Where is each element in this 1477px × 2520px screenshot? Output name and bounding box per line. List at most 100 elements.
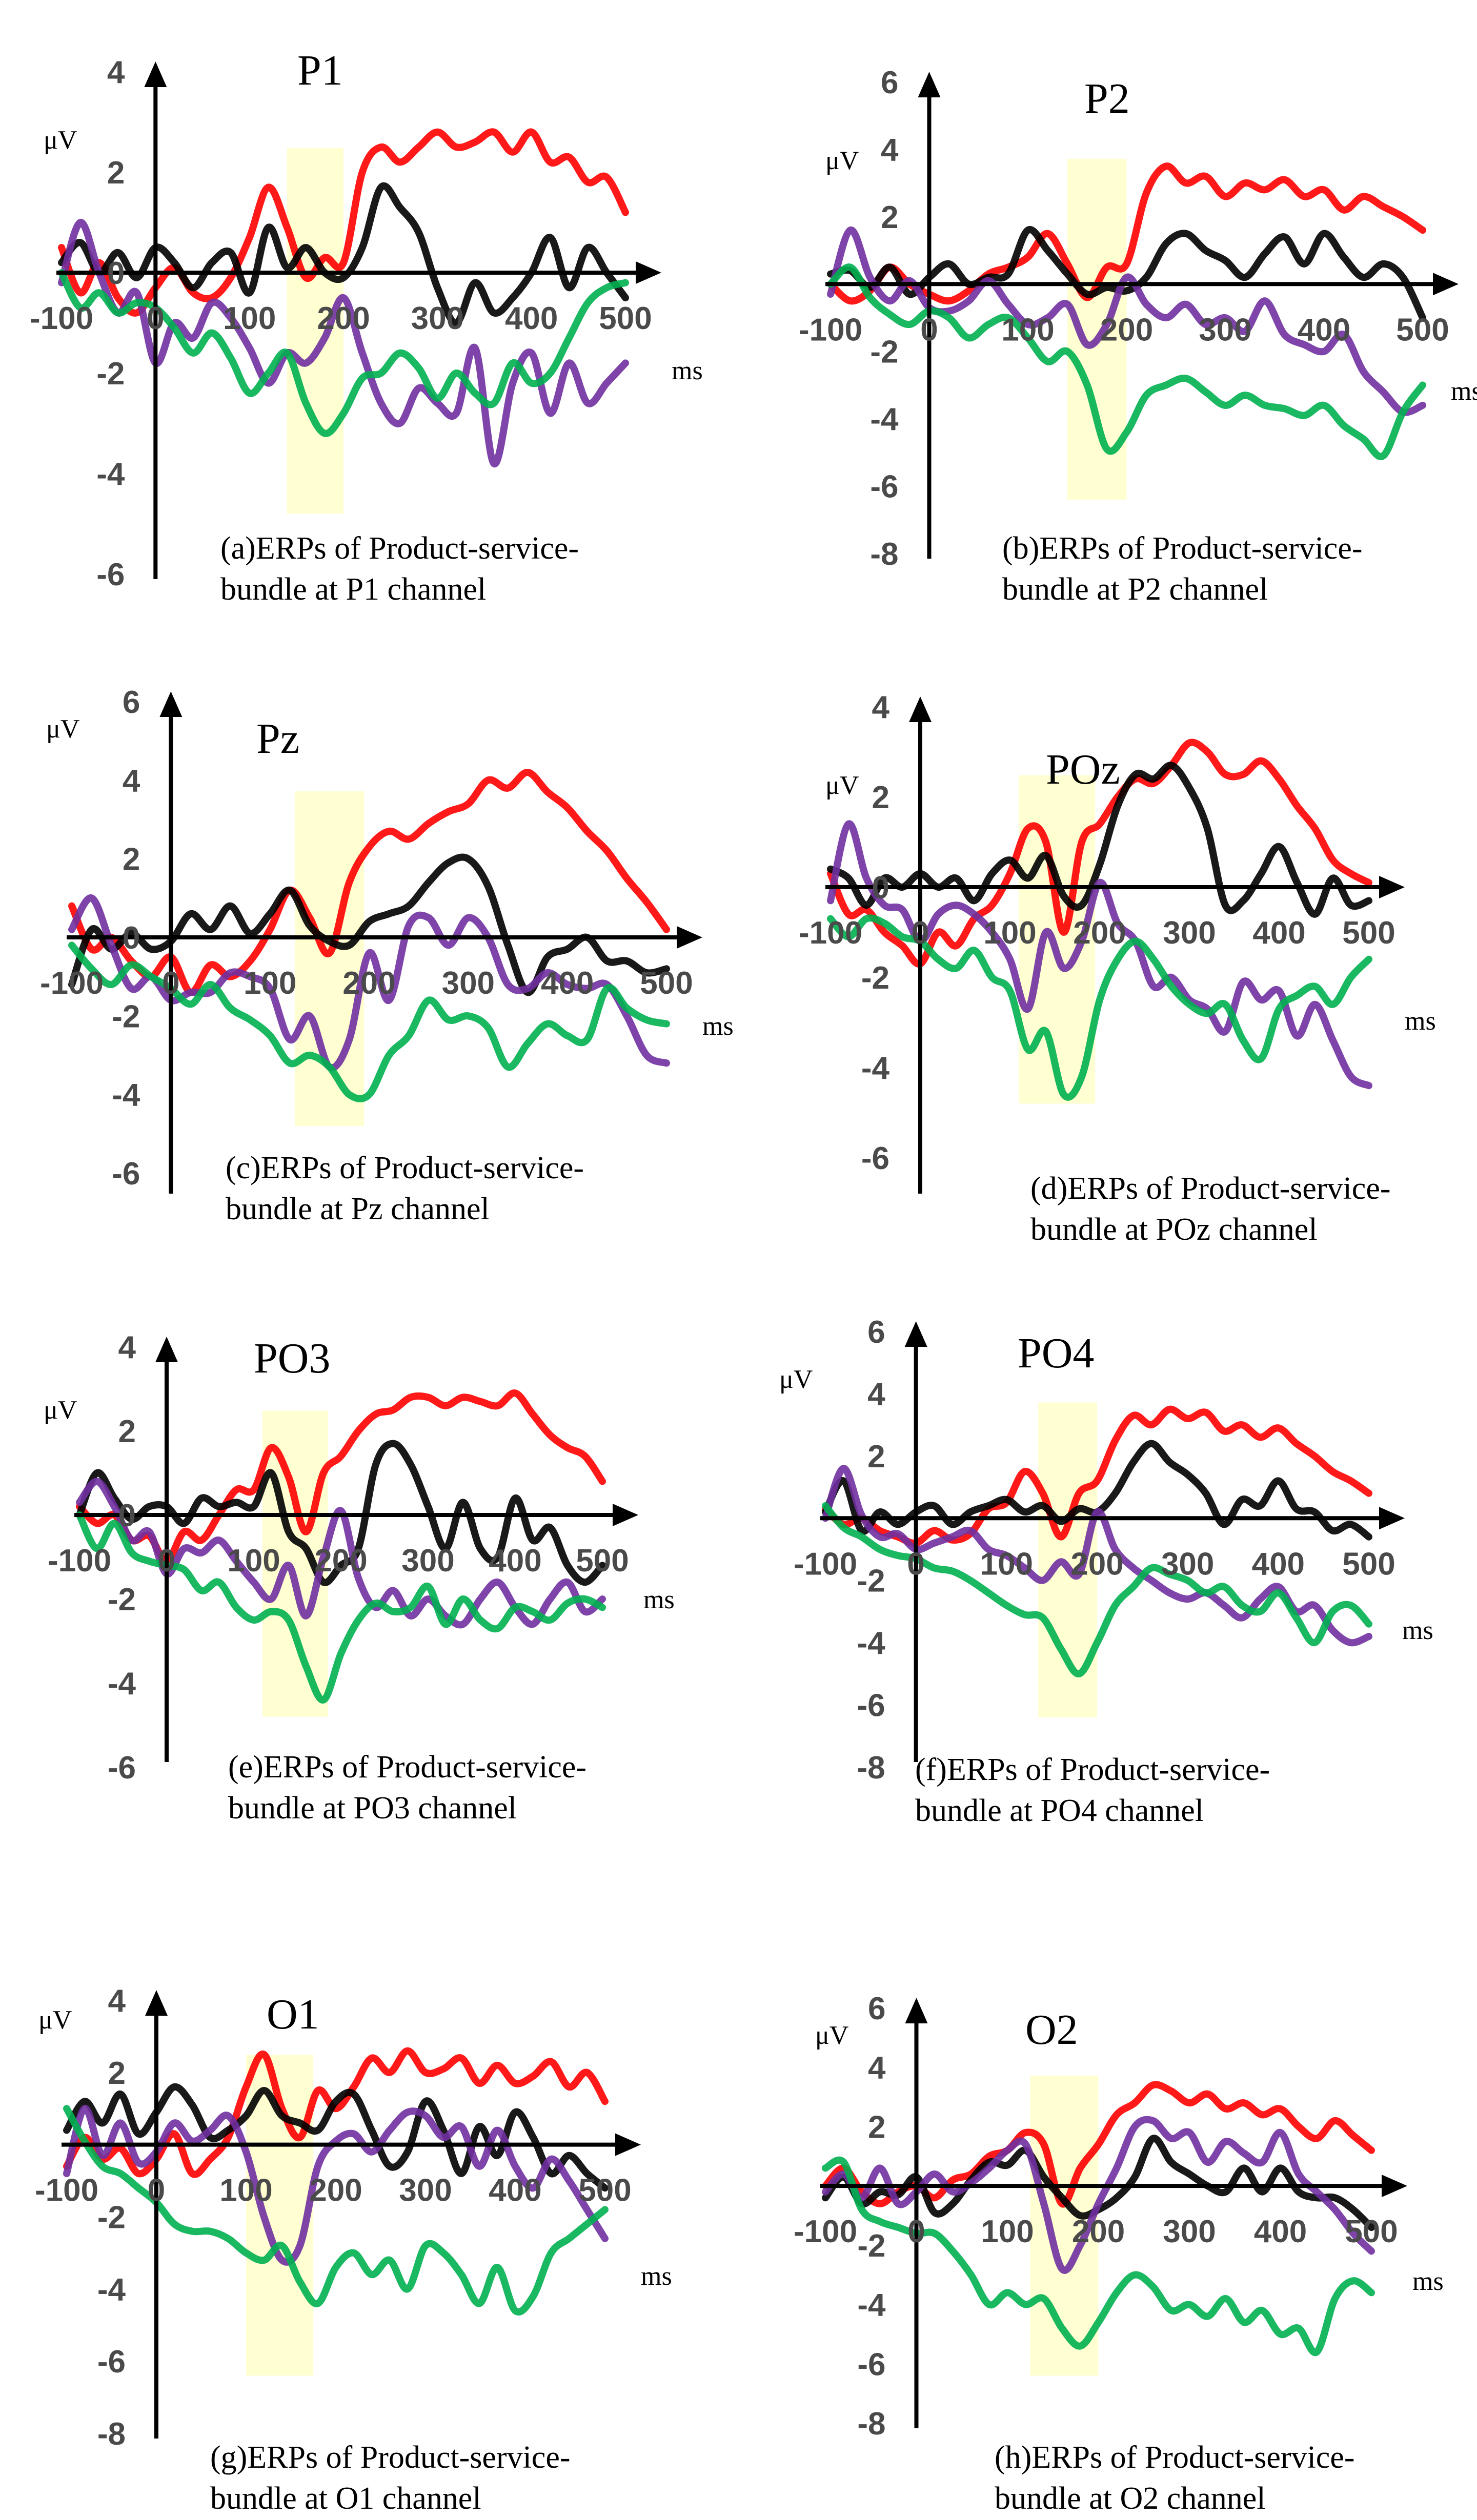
caption-line2: bundle at O2 channel: [995, 2481, 1266, 2516]
series-line-green: [63, 2105, 609, 2316]
x-axis-arrow: [1379, 1507, 1405, 1530]
caption-line2: bundle at P2 channel: [1002, 572, 1268, 607]
x-tick-label: 500: [1345, 2214, 1398, 2249]
y-tick-label: -2: [857, 2228, 885, 2264]
x-tick-label: 400: [541, 966, 594, 1001]
caption-line1: (d)ERPs of Product-service-: [1030, 1171, 1391, 1206]
x-tick-label: 400: [1252, 1546, 1305, 1582]
caption-line1: (f)ERPs of Product-service-: [915, 1752, 1270, 1787]
y-tick-label: -8: [97, 2416, 126, 2452]
x-tick-label: 300: [401, 1543, 454, 1579]
y-tick-label: 6: [867, 1315, 885, 1350]
y-tick-label: 4: [107, 55, 125, 90]
series-line-purple: [63, 2105, 609, 2266]
y-tick-label: 2: [118, 1414, 136, 1449]
y-tick-label: -6: [112, 1156, 140, 1192]
y-tick-label: 0: [123, 920, 140, 956]
x-tick-label: 100: [980, 1546, 1033, 1582]
y-tick-label: 4: [881, 132, 899, 168]
y-axis-arrow: [159, 691, 183, 717]
x-tick-label: 300: [1163, 2214, 1216, 2249]
chart-svg-poz: -100 0 100 200 300 400 500 4 2 0 -2 -4 -6 POz μV ms: [799, 690, 1436, 1194]
chart-title-po3: PO3: [254, 1335, 330, 1382]
y-tick-label: -8: [857, 1750, 885, 1786]
x-tick-label: 300: [399, 2173, 452, 2208]
x-tick-label: 0: [162, 966, 179, 1001]
x-tick-label: 500: [1396, 312, 1449, 347]
x-tick-label: -100: [30, 301, 93, 336]
x-axis-arrow: [613, 1504, 638, 1526]
caption-p1: (a)ERPs of Product-service- bundle at P1…: [220, 528, 579, 610]
x-tick-label: -100: [794, 1546, 857, 1582]
y-axis-arrow: [155, 1337, 178, 1362]
chart-title-p1: P1: [297, 47, 343, 94]
x-tick-label: 0: [912, 915, 929, 951]
y-axis-unit: μV: [825, 771, 859, 800]
x-tick-label: 200: [314, 1543, 367, 1579]
chart-title-o1: O1: [267, 1991, 319, 2038]
caption-line2: bundle at POz channel: [1030, 1212, 1318, 1247]
x-tick-label: 0: [920, 312, 938, 347]
y-tick-label: 2: [868, 2109, 885, 2145]
chart-svg-p2: -100 0 100 200 300 400 500 6 4 2 -2 -4 -6 -8 P2 μV ms: [799, 65, 1477, 572]
chart-title-p2: P2: [1084, 75, 1130, 122]
caption-line1: (h)ERPs of Product-service-: [995, 2440, 1355, 2475]
y-tick-label: 0: [107, 256, 125, 291]
x-tick-label: 100: [219, 2173, 272, 2208]
chart-panel-p1: -100 0 100 200 300 400 500 4 2 0 -2 -4 -6 P1 μV ms (a)E…: [0, 0, 738, 630]
x-tick-label: 500: [576, 1543, 629, 1579]
y-axis-unit: μV: [815, 2021, 848, 2050]
y-tick-label: -8: [857, 2406, 885, 2442]
chart-svg-o1: -100 0 100 200 300 400 500 4 2 -2 -4 -6 -8 O1 μV ms: [35, 1983, 672, 2452]
series-line-black: [827, 762, 1372, 918]
y-axis-arrow: [145, 1990, 168, 2016]
y-tick-label: -4: [96, 457, 125, 492]
x-axis-unit: ms: [1402, 1616, 1433, 1645]
y-tick-label: -2: [861, 960, 889, 996]
y-tick-label: 6: [123, 685, 140, 720]
caption-line1: (b)ERPs of Product-service-: [1002, 531, 1363, 566]
x-tick-label: -100: [799, 312, 862, 347]
chart-panel-poz: -100 0 100 200 300 400 500 4 2 0 -2 -4 -6 POz μV ms (d)…: [738, 630, 1476, 1260]
x-tick-label: 100: [983, 915, 1036, 951]
y-tick-label: 4: [872, 690, 890, 725]
y-tick-label: 4: [867, 1377, 885, 1412]
y-tick-label: 6: [868, 1991, 885, 2026]
y-tick-label: 4: [868, 2051, 886, 2086]
y-tick-label: 0: [118, 1498, 136, 1533]
x-tick-label: 400: [1252, 915, 1305, 951]
chart-title-pz: Pz: [256, 715, 299, 763]
y-tick-label: -6: [870, 469, 898, 505]
y-tick-label: 2: [108, 2056, 126, 2091]
y-tick-label: -4: [857, 1626, 886, 1661]
y-axis-unit: μV: [779, 1365, 813, 1394]
chart-panel-p2: -100 0 100 200 300 400 500 6 4 2 -2 -4 -6 -8 P2 μV ms (b…: [738, 0, 1477, 630]
chart-panel-o1: -100 0 100 200 300 400 500 4 2 -2 -4 -6 -8 O1 μV ms (g)…: [0, 1890, 738, 2520]
y-axis-unit: μV: [38, 2005, 72, 2035]
y-tick-label: -4: [108, 1666, 136, 1702]
chart-panel-po4: -100 0 100 200 300 400 500 6 4 2 -2 -4 -6 -8 PO4 μV ms (…: [738, 1260, 1476, 1890]
caption-line1: (g)ERPs of Product-service-: [210, 2440, 571, 2475]
caption-po4: (f)ERPs of Product-service- bundle at PO…: [915, 1749, 1270, 1831]
series-line-purple: [827, 227, 1426, 416]
caption-line2: bundle at Pz channel: [226, 1192, 490, 1226]
x-tick-label: 400: [505, 301, 558, 336]
y-tick-label: -8: [870, 537, 898, 572]
y-tick-label: -2: [108, 1582, 136, 1617]
x-axis-unit: ms: [702, 1012, 734, 1041]
x-axis-unit: ms: [1412, 2267, 1444, 2296]
y-tick-label: 2: [107, 155, 125, 191]
x-tick-label: 200: [1070, 1546, 1123, 1582]
y-tick-label: 2: [123, 842, 140, 877]
series-line-red: [76, 1389, 606, 1565]
y-axis-unit: μV: [46, 714, 79, 744]
y-tick-label: -2: [112, 999, 140, 1034]
x-tick-label: 100: [227, 1543, 280, 1579]
x-tick-label: 200: [1100, 312, 1153, 347]
x-tick-label: 300: [1163, 915, 1216, 951]
x-tick-label: 200: [1073, 915, 1126, 951]
y-tick-label: -4: [870, 402, 899, 437]
y-tick-label: 2: [872, 780, 889, 815]
caption-line2: bundle at PO4 channel: [915, 1793, 1204, 1828]
